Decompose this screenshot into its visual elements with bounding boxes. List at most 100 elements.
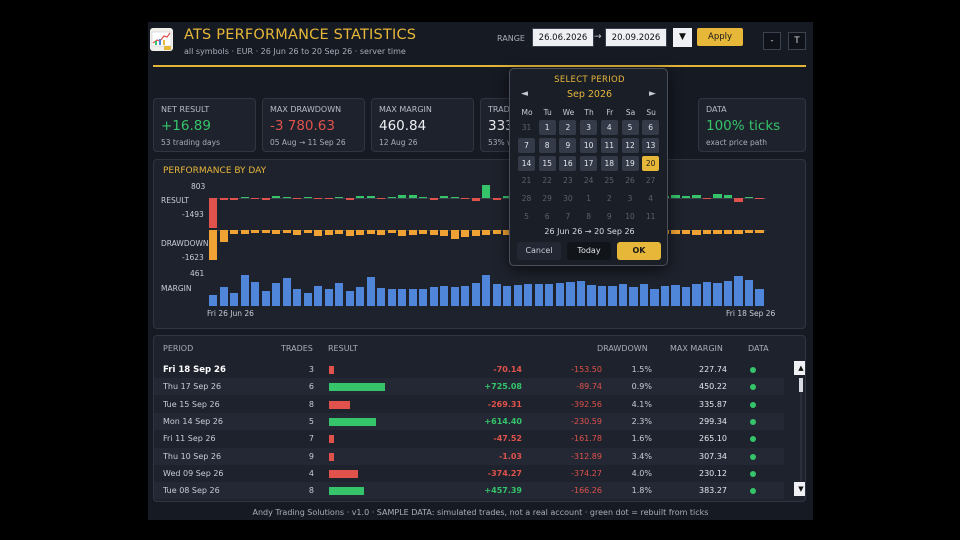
prev-month-button[interactable]: ◄: [521, 89, 528, 99]
calendar-day[interactable]: 31: [521, 123, 532, 132]
cell-drawdown-pct: 4.1%: [631, 399, 652, 409]
drawdown-bar: [723, 230, 733, 235]
calendar-day[interactable]: 30: [563, 194, 573, 204]
scrollbar-track[interactable]: [800, 378, 802, 482]
margin-bar: [356, 287, 365, 306]
calendar-day[interactable]: 10: [625, 212, 635, 221]
calendar-day[interactable]: 1: [538, 120, 556, 135]
drawdown-bar: [240, 230, 249, 235]
calendar-day[interactable]: 19: [621, 155, 639, 171]
calendar-day[interactable]: 6: [544, 212, 550, 221]
cell-drawdown-pct: 3.4%: [631, 451, 652, 461]
calendar-day[interactable]: 3: [580, 120, 598, 135]
calendar-day[interactable]: 2: [606, 194, 612, 204]
col-header-trades[interactable]: TRADES: [281, 344, 313, 353]
drawdown-bar: [492, 230, 501, 235]
calendar-day[interactable]: 13: [642, 137, 660, 153]
calendar-day[interactable]: 11: [600, 137, 618, 153]
result-bar: [329, 417, 377, 426]
result-bar: [329, 487, 365, 496]
calendar-day[interactable]: 27: [645, 176, 656, 186]
calendar-day[interactable]: 24: [583, 176, 594, 186]
scroll-down-button[interactable]: ▼: [794, 482, 805, 496]
card-max-margin: MAX MARGIN 460.84 12 Aug 26: [371, 98, 474, 152]
range-dropdown-button[interactable]: ▼: [673, 28, 692, 47]
scroll-up-button[interactable]: ▲: [794, 361, 805, 375]
cell-drawdown-pct: 0.9%: [631, 382, 652, 392]
calendar-day[interactable]: 4: [648, 194, 654, 204]
table-row[interactable]: Mon 14 Sep 26 5 +614.40 -230.59 2.3% 299.34: [154, 412, 784, 430]
minimize-button[interactable]: -: [763, 32, 781, 50]
date-to-input[interactable]: 20.09.2026: [605, 28, 667, 47]
result-bar: [723, 194, 733, 198]
drawdown-series-label: DRAWDOWN: [161, 239, 209, 248]
margin-bar: [723, 281, 733, 306]
result-bar: [329, 383, 385, 392]
calendar-day[interactable]: 9: [606, 212, 612, 221]
calendar-day[interactable]: 18: [600, 155, 618, 171]
scrollbar-thumb[interactable]: [799, 378, 803, 392]
calendar-day[interactable]: 2: [559, 120, 577, 135]
table-row[interactable]: Tue 08 Sep 26 8 +457.39 -166.26 1.8% 383.27: [154, 482, 784, 500]
col-header-data[interactable]: DATA: [748, 344, 769, 353]
table-row[interactable]: Fri 11 Sep 26 7 -47.52 -161.78 1.6% 265.10: [154, 430, 784, 447]
date-from-input[interactable]: 26.06.2026: [532, 28, 594, 47]
today-button[interactable]: Today: [567, 242, 611, 260]
table-row[interactable]: Fri 18 Sep 26 3 -70.14 -153.50 1.5% 227.74: [154, 361, 784, 378]
next-month-button[interactable]: ►: [649, 89, 656, 99]
cell-trades: 9: [308, 451, 314, 461]
calendar-day[interactable]: 26: [625, 176, 635, 186]
theme-toggle-button[interactable]: T: [788, 32, 806, 50]
drawdown-bar: [755, 230, 764, 233]
calendar-day[interactable]: 12: [621, 137, 639, 153]
result-bar: [377, 198, 386, 199]
col-header-max-margin[interactable]: MAX MARGIN: [670, 344, 723, 353]
cell-trades: 3: [308, 365, 314, 374]
ok-button[interactable]: OK: [617, 242, 661, 260]
margin-bar: [545, 283, 554, 306]
col-header-result[interactable]: RESULT: [328, 344, 358, 353]
table-row[interactable]: Tue 15 Sep 26 8 -269.31 -392.56 4.1% 335.87: [154, 396, 784, 413]
calendar-day[interactable]: 25: [604, 176, 615, 186]
apply-button[interactable]: Apply: [697, 28, 743, 46]
calendar-day[interactable]: 16: [559, 155, 577, 171]
cell-max-margin: 265.10: [699, 434, 727, 444]
cell-drawdown: -374.27: [571, 468, 602, 478]
calendar-day[interactable]: 3: [627, 194, 633, 204]
margin-bar: [471, 283, 480, 306]
table-row[interactable]: Wed 09 Sep 26 4 -374.27 -374.27 4.0% 230.12: [154, 465, 784, 482]
tick-data-dot: [750, 367, 756, 373]
calendar-day[interactable]: 29: [542, 194, 552, 204]
result-bar: [329, 452, 334, 461]
calendar-day[interactable]: 1: [586, 194, 591, 204]
calendar-day[interactable]: 9: [559, 137, 577, 153]
calendar-day[interactable]: 8: [538, 137, 556, 153]
chart-baseline: [209, 198, 766, 199]
calendar-day[interactable]: 17: [580, 155, 598, 171]
col-header-drawdown[interactable]: DRAWDOWN: [597, 344, 648, 353]
calendar-day[interactable]: 8: [586, 212, 591, 221]
calendar-day[interactable]: 5: [524, 212, 529, 221]
calendar-day[interactable]: 4: [600, 120, 618, 135]
calendar-day[interactable]: 6: [642, 120, 660, 135]
result-bar: [692, 195, 701, 198]
calendar-day[interactable]: 11: [645, 212, 656, 221]
cancel-button[interactable]: Cancel: [517, 242, 561, 260]
calendar-day[interactable]: 14: [518, 155, 535, 171]
card-sub: 53 trading days: [161, 138, 220, 147]
calendar-day[interactable]: 28: [521, 194, 532, 204]
calendar-day[interactable]: 20: [642, 155, 660, 171]
table-row[interactable]: Thu 17 Sep 26 6 +725.08 -89.74 0.9% 450.22: [154, 378, 784, 396]
cell-drawdown: -230.59: [571, 416, 602, 426]
calendar-day[interactable]: 21: [521, 176, 532, 186]
margin-bar: [734, 276, 743, 306]
col-header-period[interactable]: PERIOD: [163, 344, 194, 353]
calendar-day[interactable]: 23: [563, 176, 573, 186]
calendar-day[interactable]: 10: [580, 137, 598, 153]
calendar-day[interactable]: 5: [621, 120, 639, 135]
table-row[interactable]: Thu 10 Sep 26 9 -1.03 -312.89 3.4% 307.34: [154, 447, 784, 465]
calendar-day[interactable]: 7: [518, 137, 535, 153]
calendar-day[interactable]: 22: [542, 176, 552, 186]
calendar-day[interactable]: 15: [538, 155, 556, 171]
calendar-day[interactable]: 7: [565, 212, 571, 221]
